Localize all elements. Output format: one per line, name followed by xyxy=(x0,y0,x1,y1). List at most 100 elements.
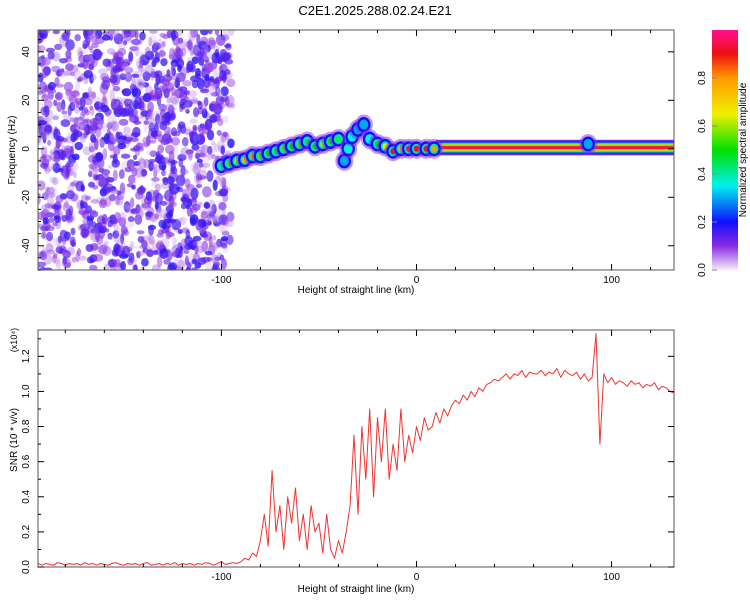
noise-speckle xyxy=(177,259,185,270)
noise-speckle xyxy=(138,158,147,170)
noise-speckle xyxy=(137,115,143,120)
ridge-blob xyxy=(345,145,351,152)
noise-speckle xyxy=(69,161,79,172)
noise-speckle xyxy=(84,195,92,201)
spectrogram-xlabel: Height of straight line (km) xyxy=(298,285,415,296)
noise-speckle xyxy=(38,223,44,229)
noise-speckle xyxy=(212,258,221,266)
colorbar-gradient xyxy=(712,30,738,270)
noise-speckle xyxy=(148,36,153,47)
noise-speckle xyxy=(89,107,95,116)
noise-speckle xyxy=(82,92,89,99)
noise-speckle xyxy=(115,195,120,206)
noise-speckle xyxy=(180,164,186,177)
noise-speckle xyxy=(225,103,236,109)
noise-speckle xyxy=(89,225,97,238)
noise-speckle xyxy=(185,229,191,240)
noise-speckle xyxy=(122,229,130,236)
noise-speckle xyxy=(147,158,157,164)
noise-speckle xyxy=(70,227,76,236)
noise-speckle xyxy=(181,104,187,110)
noise-speckle xyxy=(117,142,127,150)
noise-speckle xyxy=(171,91,176,97)
noise-speckle xyxy=(40,266,46,270)
noise-speckle xyxy=(98,167,105,173)
noise-speckle xyxy=(63,145,74,154)
noise-speckle xyxy=(68,94,78,104)
noise-speckle xyxy=(38,261,47,268)
noise-speckle xyxy=(208,210,215,217)
noise-speckle xyxy=(165,211,173,219)
noise-speckle xyxy=(41,208,50,220)
noise-speckle xyxy=(208,83,218,96)
noise-speckle xyxy=(55,195,64,204)
noise-speckle xyxy=(122,107,131,117)
noise-speckle xyxy=(226,94,235,107)
noise-speckle xyxy=(165,227,172,240)
noise-speckle xyxy=(74,141,84,151)
noise-speckle xyxy=(200,144,209,154)
noise-speckle xyxy=(135,191,144,200)
noise-speckle xyxy=(69,181,77,187)
noise-speckle xyxy=(166,176,175,185)
noise-speckle xyxy=(57,235,63,244)
noise-speckle xyxy=(39,250,48,261)
noise-speckle xyxy=(61,32,70,42)
noise-speckle xyxy=(119,73,127,81)
noise-speckle xyxy=(149,35,157,44)
noise-speckle xyxy=(168,181,174,192)
noise-speckle xyxy=(65,39,75,51)
noise-speckle xyxy=(93,101,103,110)
noise-speckle xyxy=(157,144,164,154)
noise-speckle xyxy=(89,258,95,264)
noise-speckle xyxy=(87,126,97,135)
noise-speckle xyxy=(56,135,65,142)
noise-speckle xyxy=(78,255,87,261)
noise-speckle xyxy=(161,169,167,177)
noise-speckle xyxy=(77,209,88,215)
noise-speckle xyxy=(164,111,171,123)
noise-speckle xyxy=(204,202,210,209)
noise-speckle xyxy=(137,39,143,45)
noise-speckle xyxy=(98,166,106,174)
noise-speckle xyxy=(144,46,151,58)
snr-frame xyxy=(37,329,675,568)
noise-speckle xyxy=(187,90,198,98)
noise-speckle xyxy=(191,56,199,65)
noise-speckle xyxy=(214,256,221,262)
noise-speckle xyxy=(198,180,204,189)
spectrogram-ytick-label: -40 xyxy=(21,238,32,253)
spectrogram-panel: -100 0 100 40 20 0 -20 -40 Height of straight l… xyxy=(7,29,675,296)
noise-speckle xyxy=(149,239,156,245)
noise-speckle xyxy=(208,199,216,211)
noise-speckle xyxy=(97,173,104,183)
noise-speckle xyxy=(140,203,150,209)
noise-speckle xyxy=(150,212,156,222)
noise-speckle xyxy=(154,156,163,163)
noise-speckle xyxy=(134,114,139,126)
noise-speckle xyxy=(121,72,132,78)
noise-speckle xyxy=(160,181,170,190)
noise-speckle xyxy=(120,153,131,159)
noise-speckle xyxy=(221,177,227,189)
noise-speckle xyxy=(151,181,158,188)
noise-speckle xyxy=(113,232,122,244)
noise-speckle xyxy=(78,50,84,57)
noise-speckle xyxy=(70,239,75,247)
noise-speckle xyxy=(148,117,156,126)
noise-speckle xyxy=(213,221,221,227)
noise-speckle xyxy=(189,44,194,57)
noise-speckle xyxy=(106,235,115,240)
noise-speckle xyxy=(63,81,74,92)
noise-speckle xyxy=(137,235,145,243)
noise-speckle xyxy=(159,109,166,119)
noise-speckle xyxy=(176,217,184,222)
noise-speckle xyxy=(68,64,79,74)
noise-speckle xyxy=(129,197,135,208)
noise-speckle xyxy=(120,97,131,106)
noise-speckle xyxy=(135,58,143,70)
noise-speckle xyxy=(99,119,104,125)
noise-speckle xyxy=(177,123,183,133)
noise-speckle xyxy=(103,240,109,245)
noise-speckle xyxy=(83,106,89,114)
